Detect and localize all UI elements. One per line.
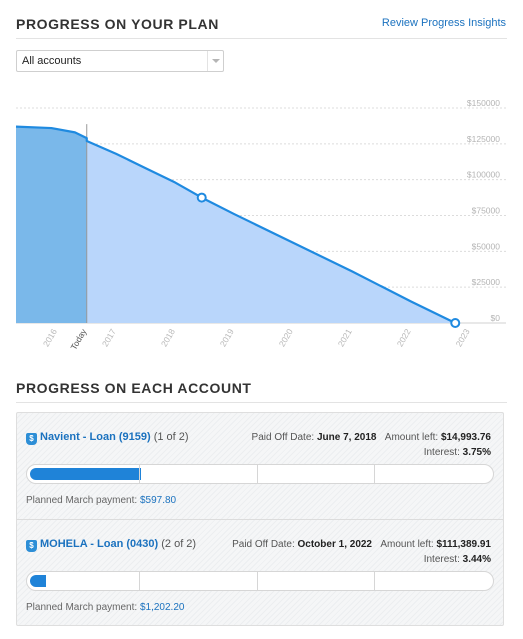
amount-left: $14,993.76 [440, 432, 491, 443]
payoff-info: Paid Off Date: October 1, 2022 Amount le… [232, 539, 491, 550]
bar-divider [139, 465, 140, 483]
account-header: $ MOHELA - Loan (0430) (2 of 2) [26, 538, 196, 552]
payment-label: Planned March payment: [26, 602, 138, 613]
balance-line [15, 125, 456, 324]
x-tick-label: 2020 [277, 327, 295, 349]
interest-info: Interest: 3.75% [424, 447, 491, 458]
dollar-icon: $ [26, 540, 37, 552]
payoff-date: June 7, 2018 [316, 432, 377, 443]
interest-info: Interest: 3.44% [424, 554, 491, 565]
milestone-marker [196, 192, 207, 203]
y-tick-label: $150000 [467, 98, 500, 108]
chevron-down-icon[interactable] [207, 51, 223, 71]
amount-label: Amount left: [380, 539, 434, 550]
payoff-label: Paid Off Date: [251, 432, 315, 443]
interest-rate: 3.44% [462, 554, 491, 565]
accounts-section-title: PROGRESS ON EACH ACCOUNT [16, 380, 252, 396]
account-select-value: All accounts [22, 55, 82, 67]
planned-payment: Planned March payment: $597.80 [26, 495, 176, 506]
account-name-link[interactable]: Navient - Loan (9159) [40, 431, 151, 443]
x-tick-label: Today [68, 326, 88, 351]
x-tick-label: 2019 [218, 327, 236, 349]
interest-label: Interest: [423, 447, 460, 458]
progress-fill [30, 575, 46, 587]
account-select[interactable]: All accounts [16, 50, 224, 72]
y-tick-label: $100000 [467, 170, 500, 180]
y-tick-label: $50000 [472, 241, 501, 251]
x-tick-label: 2021 [336, 327, 354, 349]
account-card: $ MOHELA - Loan (0430) (2 of 2) Paid Off … [17, 519, 503, 625]
review-insights-link[interactable]: Review Progress Insights [381, 17, 506, 29]
amount-left: $111,389.91 [436, 539, 491, 550]
bar-divider [139, 572, 140, 590]
milestone-marker [450, 318, 461, 328]
payoff-date: October 1, 2022 [297, 539, 372, 550]
interest-rate: 3.75% [462, 447, 491, 458]
planned-payment: Planned March payment: $1,202.20 [26, 602, 184, 613]
account-count: (2 of 2) [161, 538, 197, 550]
payoff-label: Paid Off Date: [232, 539, 295, 550]
bar-divider [374, 572, 375, 590]
y-tick-label: $0 [491, 313, 501, 323]
divider [16, 402, 507, 403]
bar-divider [257, 572, 258, 590]
past-area [16, 126, 87, 323]
page-title: PROGRESS ON YOUR PLAN [16, 16, 219, 32]
progress-bar [26, 464, 494, 484]
bar-divider [257, 465, 258, 483]
chart-areas [15, 124, 461, 328]
payment-amount: $597.80 [139, 495, 177, 506]
account-header: $ Navient - Loan (9159) (1 of 2) [26, 431, 189, 445]
amount-label: Amount left: [384, 432, 439, 443]
payment-label: Planned March payment: [26, 495, 138, 506]
y-tick-label: $25000 [472, 277, 501, 287]
account-name-link[interactable]: MOHELA - Loan (0430) [40, 538, 159, 550]
accounts-list: $ Navient - Loan (9159) (1 of 2) Paid Off… [16, 412, 504, 626]
x-tick-label: 2023 [454, 327, 472, 349]
bar-divider [374, 465, 375, 483]
dollar-icon: $ [26, 433, 37, 445]
x-tick-label: 2018 [159, 327, 177, 349]
y-tick-label: $75000 [472, 206, 501, 216]
progress-chart: $150000 $125000 $100000 $75000 $50000 $25000 $… [15, 98, 506, 352]
y-tick-label: $125000 [467, 134, 500, 144]
x-tick-label: 2017 [100, 327, 118, 349]
payment-amount: $1,202.20 [139, 602, 185, 613]
progress-fill [30, 468, 141, 480]
progress-bar [26, 571, 494, 591]
payoff-info: Paid Off Date: June 7, 2018 Amount left:… [252, 432, 491, 443]
x-tick-label: 2016 [41, 327, 59, 349]
account-count: (1 of 2) [153, 431, 189, 443]
x-tick-label: 2022 [395, 327, 413, 349]
interest-label: Interest: [423, 554, 460, 565]
divider [16, 38, 507, 39]
account-card: $ Navient - Loan (9159) (1 of 2) Paid Off… [17, 413, 503, 519]
